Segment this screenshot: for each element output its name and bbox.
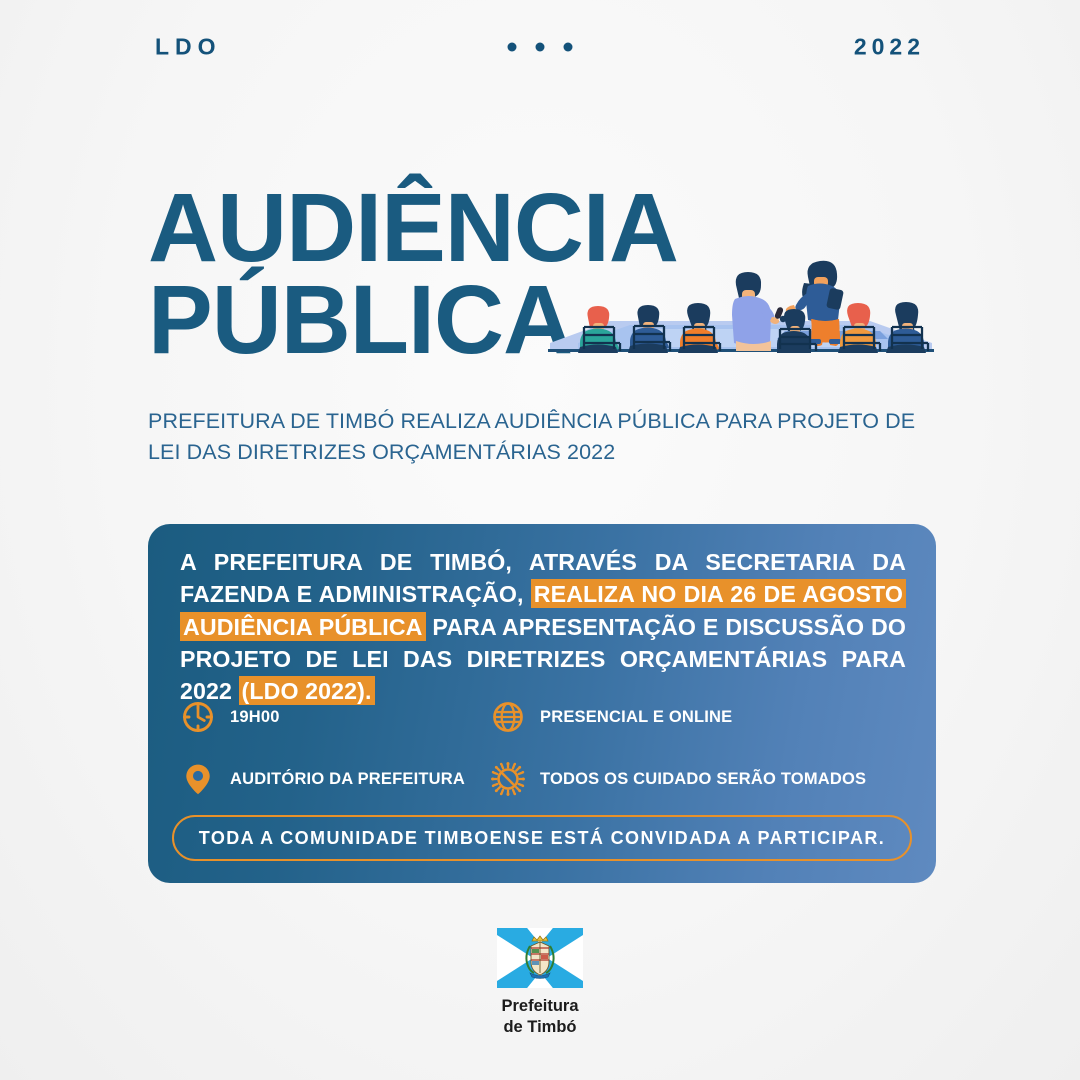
event-detail-format-label: PRESENCIAL E ONLINE [540,707,733,726]
header-left-label: LDO [155,33,222,60]
community-invitation-banner: TODA A COMUNIDADE TIMBOENSE ESTÁ CONVIDA… [172,815,912,861]
page-title-line-2: PÚBLICA [148,265,573,375]
announcement-text-segment-2: PARA APRESENTAÇÃO E DISCUSSÃO DO PROJETO… [180,613,906,705]
logo-name-line-2: de Timbó [503,1018,577,1037]
announcement-card: A PREFEITURA DE TIMBÓ, ATRAVÉS DA SECRET… [148,524,936,883]
globe-icon [490,699,526,735]
event-detail-format: PRESENCIAL E ONLINE [490,699,906,735]
three-dots-separator-icon [507,42,573,52]
announcement-highlight-ldo: (LDO 2022). [238,676,375,705]
event-detail-location-label: AUDITÓRIO DA PREFEITURA [230,769,465,788]
page-subtitle: PREFEITURA DE TIMBÓ REALIZA AUDIÊNCIA PÚ… [148,409,916,464]
announcement-text-segment-1: A PREFEITURA DE TIMBÓ, ATRAVÉS DA SECRET… [180,549,906,608]
community-invitation-label: TODA A COMUNIDADE TIMBOENSE ESTÁ CONVIDA… [198,827,886,848]
header-year-label: 2022 [853,33,925,60]
event-detail-safety: TODOS OS CUIDADO SERÃO TOMADOS [490,761,906,797]
virus-prevention-icon [490,761,526,797]
event-detail-location: AUDITÓRIO DA PREFEITURA [180,761,490,797]
event-detail-time: 19H00 [180,699,490,735]
event-detail-time-label: 19H00 [230,707,280,726]
page-title-line-1: AUDIÊNCIA [148,173,679,282]
location-pin-icon [180,761,216,797]
logo-name-line-1: Prefeitura [501,997,579,1015]
announcement-text: A PREFEITURA DE TIMBÓ, ATRAVÉS DA SECRET… [180,546,906,707]
event-detail-safety-label: TODOS OS CUIDADO SERÃO TOMADOS [540,769,867,788]
page-title: AUDIÊNCIA PÚBLICA [148,173,948,375]
clock-icon [180,699,216,735]
public-hearing-audience-illustration [540,243,940,383]
page-header: LDO 2022 [0,24,1080,70]
timbo-city-flag-icon [497,928,583,988]
city-hall-logo: Prefeitura de Timbó [455,928,625,1038]
event-details-grid: 19H00 PRESENCIAL E ONLINE AUDITÓRIO DA P… [180,692,906,804]
